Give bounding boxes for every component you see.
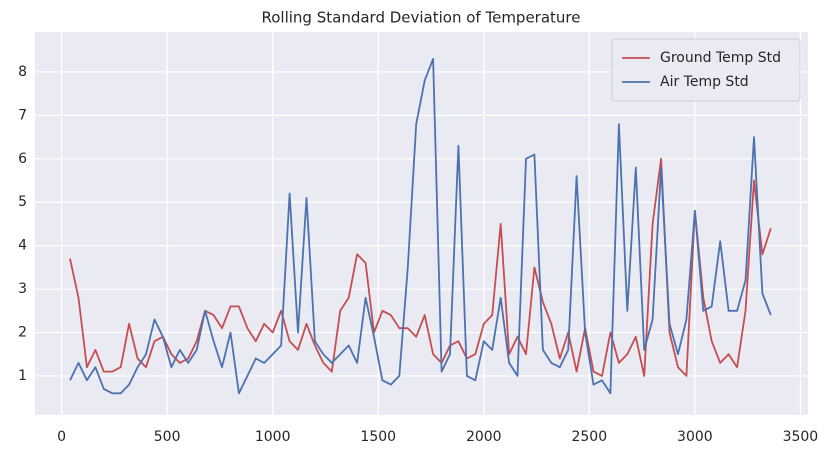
- y-tick-label: 4: [18, 238, 27, 254]
- y-tick-label: 8: [18, 64, 27, 80]
- x-tick-label: 0: [57, 429, 66, 445]
- x-tick-label: 3000: [677, 429, 713, 445]
- x-tick-label: 2500: [571, 429, 607, 445]
- chart-title: Rolling Standard Deviation of Temperatur…: [262, 9, 581, 27]
- y-tick-label: 3: [18, 281, 27, 297]
- legend-label: Air Temp Std: [660, 74, 749, 90]
- y-tick-label: 7: [18, 107, 27, 123]
- x-tick-label: 3500: [783, 429, 819, 445]
- y-tick-label: 2: [18, 324, 27, 340]
- y-tick-label: 5: [18, 194, 27, 210]
- legend: Ground Temp Std Air Temp Std: [611, 38, 801, 102]
- x-tick-label: 1500: [360, 429, 396, 445]
- legend-label: Ground Temp Std: [660, 50, 781, 66]
- legend-box: [611, 38, 801, 102]
- x-tick-label: 1000: [255, 429, 291, 445]
- line-series: [69, 58, 772, 395]
- y-tick-label: 6: [18, 151, 27, 167]
- x-tick-label: 2000: [466, 429, 502, 445]
- x-tick-label: 500: [154, 429, 181, 445]
- y-tick-label: 1: [18, 368, 27, 384]
